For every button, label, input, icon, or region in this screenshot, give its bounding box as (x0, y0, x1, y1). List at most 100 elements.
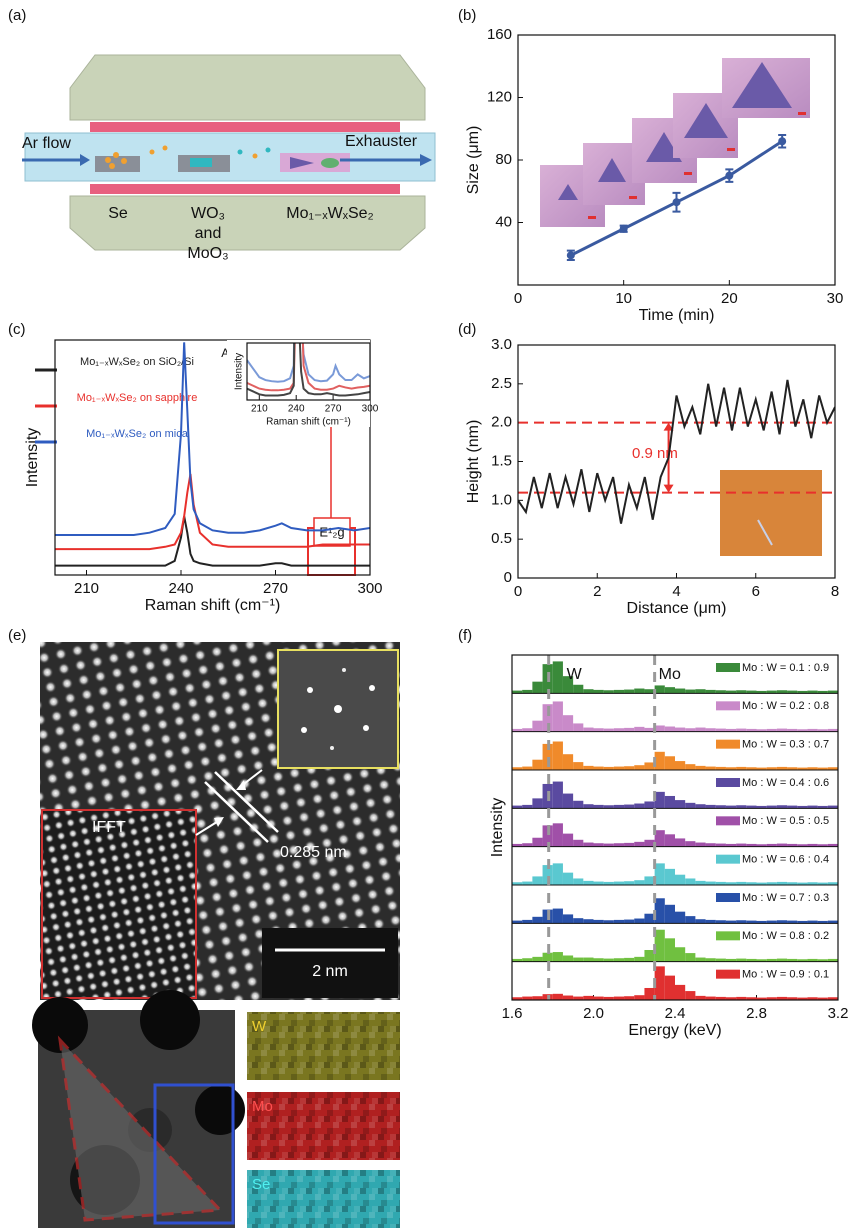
spectrum-bin (776, 805, 788, 809)
spectrum-bin (787, 767, 798, 770)
x-axis-label: Raman shift (cm⁻¹) (145, 597, 281, 614)
spectrum-bin (715, 805, 726, 809)
spectrum-bin (603, 996, 614, 1000)
spectrum-bin (512, 805, 523, 809)
spectrum-bin (675, 911, 686, 924)
spectrum-bin (787, 997, 798, 1000)
y-tick-label: 3.0 (491, 336, 512, 353)
legend-swatch (716, 701, 740, 711)
spectrum-bin (766, 997, 777, 1000)
inlet-label: Ar flow (22, 135, 71, 152)
spectrum-bin (634, 688, 645, 694)
y-axis-label: Size (μm) (465, 126, 482, 195)
spectrum-bin (807, 690, 818, 694)
spectrum-bin (593, 689, 604, 694)
spectrum-bin (532, 720, 543, 732)
spectrum-bin (705, 766, 716, 770)
spectrum-bin (532, 996, 543, 1000)
x-tick-label: 2.8 (746, 1005, 767, 1022)
map-label: W (252, 1018, 267, 1035)
spectrum-bin (685, 728, 696, 732)
spectrum-bin (522, 804, 533, 809)
spectrum-bin (552, 908, 563, 924)
series-line (518, 379, 835, 524)
point (619, 224, 628, 233)
spectrum-bin (624, 881, 635, 885)
spectrum-bin (736, 805, 747, 809)
plot-frame (517, 34, 836, 286)
legend-label: Mo : W = 0.3 : 0.7 (742, 739, 829, 751)
spectrum-bin (725, 997, 737, 1000)
map-label: Se (252, 1176, 270, 1193)
spectrum-bin (593, 919, 604, 924)
y-tick-label: 1.0 (491, 491, 512, 508)
spectrum-bin (766, 767, 777, 770)
spectrum-bin (613, 689, 625, 694)
series-line (55, 516, 370, 567)
x-tick-label: 0 (514, 290, 522, 307)
spectrum-bin (766, 958, 777, 962)
spectrum-bin (542, 704, 553, 732)
spectrum-bin (613, 958, 625, 962)
spectrum-bin (695, 995, 706, 1000)
x-tick-label: 4 (672, 583, 680, 600)
spectrum-bin (573, 723, 584, 732)
panel-label: (a) (8, 7, 26, 24)
element-label: Mo (659, 666, 681, 683)
spectrum-bin (654, 966, 665, 1000)
spectrum-bin (797, 805, 808, 809)
spectrum-bin (756, 690, 767, 694)
x-tick-label: 8 (831, 583, 839, 600)
spectrum-bin (583, 919, 594, 924)
spectrum-bin (776, 843, 788, 847)
inset-background (227, 340, 370, 427)
spectrum-bin (787, 843, 798, 847)
legend-label: Mo : W = 0.8 : 0.2 (742, 930, 829, 942)
spectrum-bin (675, 947, 686, 962)
series-line (247, 343, 370, 392)
legend-label: Mo : W = 0.9 : 0.1 (742, 969, 829, 981)
spectrum-bin (675, 838, 686, 847)
spectrum-bin (664, 834, 675, 847)
spectrum-bin (736, 881, 747, 885)
spectrum-bin (573, 957, 584, 962)
spectrum-bin (562, 914, 574, 924)
x-tick-label: 240 (288, 404, 305, 415)
legend-swatch (716, 816, 740, 826)
spectrum-bin (512, 997, 523, 1000)
spectrum-bin (695, 880, 706, 885)
spectrum-bin (817, 767, 828, 770)
spectrum-bin (613, 728, 625, 732)
spectrum-bin (787, 690, 798, 694)
spectrum-bin (807, 882, 818, 885)
spectrum-bin (512, 690, 523, 694)
spectrum-bin (603, 766, 614, 770)
plot-frame (511, 654, 839, 1001)
spectrum-bin (664, 687, 675, 694)
spectrum-bin (634, 995, 645, 1000)
spectrum-bin (654, 929, 665, 962)
spectrum-bin (736, 766, 747, 770)
spectrum-bin (695, 957, 706, 962)
spectrum-bin (573, 800, 584, 809)
spectrum-bin (603, 881, 614, 885)
chart: 0 10 20 30 40 80 120 160 Time (min) Size (μm) (465, 26, 843, 324)
spectrum-bin (695, 842, 706, 847)
point (725, 171, 734, 180)
spectrum-bin (766, 690, 777, 694)
spectrum-bin (603, 728, 614, 732)
spectrum-bin (573, 684, 584, 694)
spectrum-bin (573, 878, 584, 885)
chart: 1.6 2.0 2.4 2.8 3.2 Energy (keV) Intensity Mo :… (489, 654, 848, 1039)
spectrum-bin (562, 955, 574, 962)
spectrum-bin (522, 766, 533, 770)
y-tick-label: 2.5 (491, 375, 512, 392)
spectrum-bin (593, 766, 604, 770)
spectrum-bin (705, 881, 716, 885)
spectrum-bin (766, 843, 777, 847)
spectrum-bin (634, 803, 645, 809)
spectrum-bin (562, 754, 574, 770)
spectrum-bin (552, 993, 563, 1000)
spectrum-bin (522, 728, 533, 732)
